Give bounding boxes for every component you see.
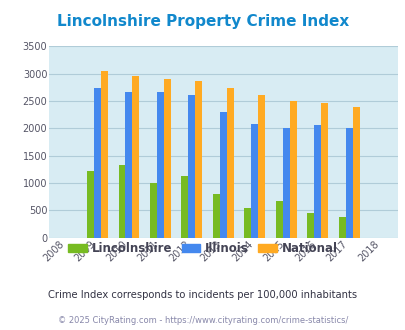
Bar [132, 76, 139, 238]
Bar [345, 128, 352, 238]
Bar [118, 165, 125, 238]
Text: Lincolnshire Property Crime Index: Lincolnshire Property Crime Index [57, 14, 348, 29]
Bar [212, 194, 219, 238]
Bar [320, 103, 327, 238]
Bar [258, 95, 264, 238]
Text: © 2025 CityRating.com - https://www.cityrating.com/crime-statistics/: © 2025 CityRating.com - https://www.city… [58, 315, 347, 325]
Bar [275, 201, 282, 238]
Text: Crime Index corresponds to incidents per 100,000 inhabitants: Crime Index corresponds to incidents per… [48, 290, 357, 300]
Bar [195, 81, 202, 238]
Bar [94, 88, 101, 238]
Bar [125, 92, 132, 238]
Bar [244, 208, 251, 238]
Bar [282, 128, 289, 238]
Bar [289, 101, 296, 238]
Bar [188, 95, 195, 238]
Bar [157, 92, 164, 238]
Bar [164, 79, 171, 238]
Bar [219, 113, 226, 238]
Bar [338, 217, 345, 238]
Bar [313, 125, 320, 238]
Bar [181, 176, 188, 238]
Bar [226, 88, 233, 238]
Bar [352, 108, 358, 238]
Bar [149, 183, 157, 238]
Bar [307, 213, 313, 238]
Legend: Lincolnshire, Illinois, National: Lincolnshire, Illinois, National [63, 237, 342, 260]
Bar [101, 71, 108, 238]
Bar [87, 171, 94, 238]
Bar [251, 124, 258, 238]
